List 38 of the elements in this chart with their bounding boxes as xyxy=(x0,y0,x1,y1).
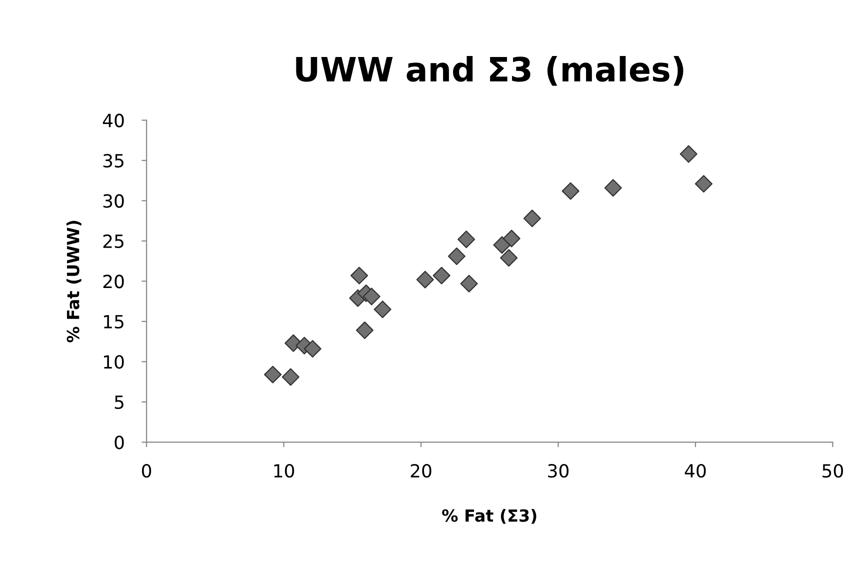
x-tick-label: 10 xyxy=(274,464,294,478)
point xyxy=(460,274,478,292)
point xyxy=(304,340,322,358)
point xyxy=(604,179,622,197)
y-tick-label: 40 xyxy=(102,114,124,128)
point xyxy=(493,236,511,254)
point xyxy=(500,249,518,267)
x-tick-label: 30 xyxy=(548,464,569,478)
x-tick-label: 20 xyxy=(410,464,432,478)
point xyxy=(458,230,476,248)
point xyxy=(523,210,541,228)
point xyxy=(432,266,450,284)
point xyxy=(502,230,520,248)
x-tick-label: 0 xyxy=(142,464,152,478)
point xyxy=(694,175,712,193)
point xyxy=(416,270,434,288)
y-tick-label: 5 xyxy=(114,396,124,410)
y-tick-label: 10 xyxy=(104,355,124,369)
y-tick-label: 0 xyxy=(114,436,124,450)
point xyxy=(562,182,580,200)
point xyxy=(350,266,368,284)
point xyxy=(362,288,380,306)
y-tick-label: 30 xyxy=(103,194,124,208)
x-tick-label: 50 xyxy=(822,464,843,478)
x-tick-label: 40 xyxy=(684,464,706,478)
y-tick-label: 25 xyxy=(103,234,124,248)
point xyxy=(374,300,392,318)
point xyxy=(282,368,300,386)
chart-title: UWW and Σ3 (males) xyxy=(296,56,684,86)
point xyxy=(356,322,374,340)
point xyxy=(680,145,698,163)
y-axis-title: % Fat (UWW) xyxy=(66,220,82,342)
point xyxy=(264,366,282,384)
x-axis-title: % Fat (Σ3) xyxy=(442,508,536,524)
y-tick-label: 35 xyxy=(103,154,124,168)
point xyxy=(448,247,466,266)
y-tick-label: 20 xyxy=(103,274,124,288)
y-tick-label: 15 xyxy=(104,315,124,329)
